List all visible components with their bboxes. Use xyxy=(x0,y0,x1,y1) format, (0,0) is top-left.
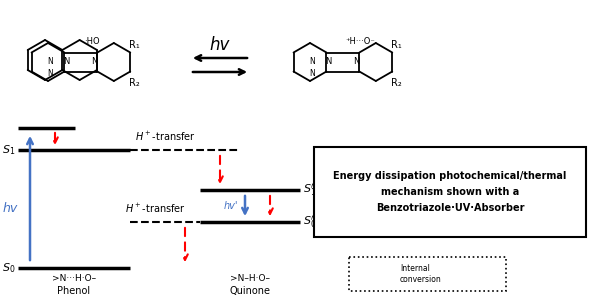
Text: hv: hv xyxy=(2,202,18,216)
Text: N: N xyxy=(91,58,98,67)
Text: >N···H·O–: >N···H·O– xyxy=(52,274,96,283)
Text: $S_1'$: $S_1'$ xyxy=(303,182,316,198)
Text: N: N xyxy=(47,57,53,66)
Text: Phenol: Phenol xyxy=(57,286,91,296)
FancyBboxPatch shape xyxy=(349,257,506,291)
Text: R₂: R₂ xyxy=(391,78,402,88)
Text: $H^+$-transfer: $H^+$-transfer xyxy=(134,130,195,143)
Text: >N–H·O–: >N–H·O– xyxy=(230,274,270,283)
Text: R₁: R₁ xyxy=(129,40,140,50)
Text: ⁺H···O⁻: ⁺H···O⁻ xyxy=(346,37,376,46)
Text: Energy dissipation photochemical/thermal
mechanism shown with a
Benzotriazole·UV: Energy dissipation photochemical/thermal… xyxy=(333,171,567,213)
Text: N: N xyxy=(353,58,359,67)
Text: $S_0$: $S_0$ xyxy=(2,261,15,275)
FancyBboxPatch shape xyxy=(314,147,586,237)
Text: hv: hv xyxy=(210,36,230,54)
Text: Internal
conversion: Internal conversion xyxy=(400,264,442,284)
Text: hv': hv' xyxy=(224,201,238,211)
Text: $S_1$: $S_1$ xyxy=(2,143,15,157)
Text: N: N xyxy=(63,58,70,67)
Text: N: N xyxy=(325,58,332,67)
Text: $H^+$-transfer: $H^+$-transfer xyxy=(124,202,185,215)
Text: $S_0'$: $S_0'$ xyxy=(303,214,317,230)
Text: N: N xyxy=(309,57,315,66)
Text: Quinone: Quinone xyxy=(230,286,271,296)
Text: R₁: R₁ xyxy=(391,40,402,50)
Text: N: N xyxy=(47,69,53,78)
Text: R₂: R₂ xyxy=(129,78,140,88)
Text: ·HO: ·HO xyxy=(84,37,99,46)
Text: N: N xyxy=(309,69,315,78)
